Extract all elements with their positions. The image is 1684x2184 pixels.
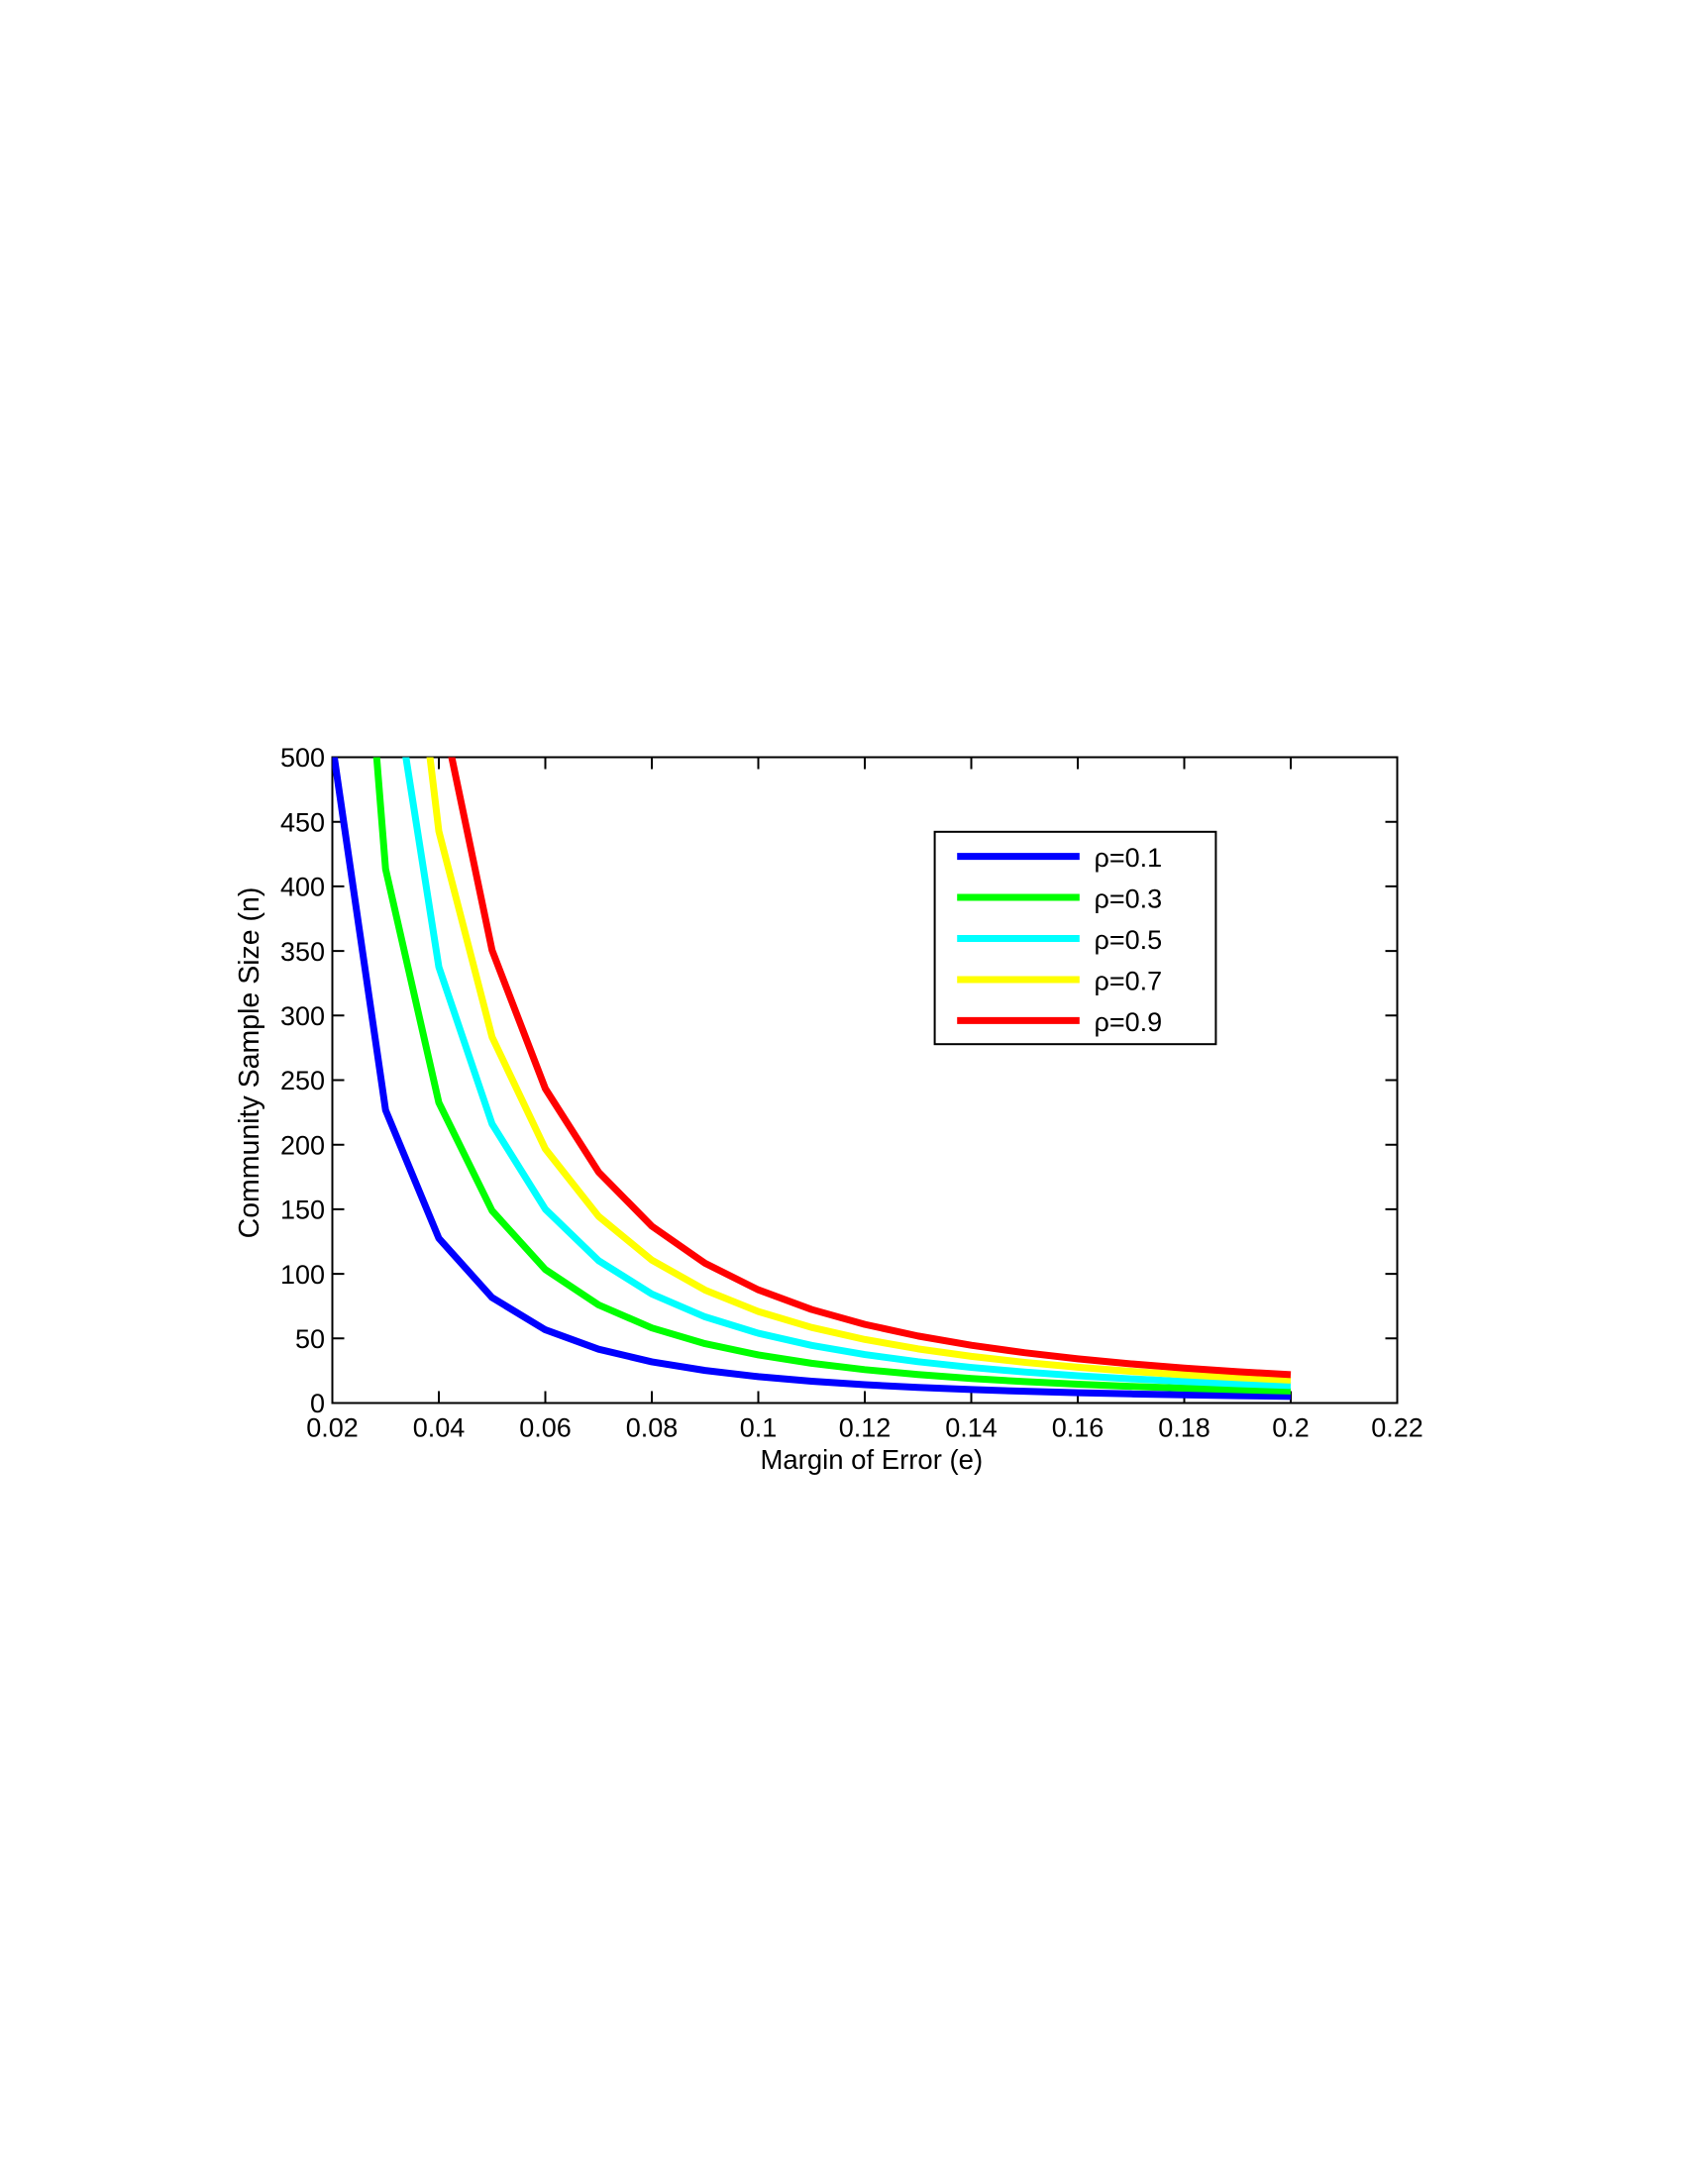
- svg-text:400: 400: [280, 873, 325, 902]
- svg-text:0.04: 0.04: [413, 1413, 466, 1443]
- svg-text:0.14: 0.14: [945, 1413, 998, 1443]
- svg-text:0.22: 0.22: [1371, 1413, 1423, 1443]
- svg-text:0.12: 0.12: [839, 1413, 892, 1443]
- svg-text:0.2: 0.2: [1272, 1413, 1310, 1443]
- svg-text:ρ=0.1: ρ=0.1: [1095, 843, 1163, 873]
- svg-text:0.06: 0.06: [519, 1413, 572, 1443]
- svg-text:0.16: 0.16: [1052, 1413, 1105, 1443]
- svg-text:Community Sample Size (n): Community Sample Size (n): [234, 887, 265, 1239]
- svg-text:450: 450: [280, 807, 325, 837]
- svg-text:0: 0: [310, 1389, 325, 1418]
- svg-text:ρ=0.3: ρ=0.3: [1095, 884, 1163, 914]
- svg-text:0.08: 0.08: [626, 1413, 679, 1443]
- svg-text:150: 150: [280, 1196, 325, 1225]
- svg-text:200: 200: [280, 1130, 325, 1160]
- svg-text:300: 300: [280, 1001, 325, 1031]
- svg-text:ρ=0.9: ρ=0.9: [1095, 1007, 1163, 1037]
- svg-text:100: 100: [280, 1260, 325, 1290]
- svg-text:0.1: 0.1: [740, 1413, 778, 1443]
- svg-text:ρ=0.7: ρ=0.7: [1095, 967, 1163, 996]
- svg-text:Margin of Error (e): Margin of Error (e): [760, 1444, 983, 1475]
- svg-text:500: 500: [280, 743, 325, 773]
- svg-text:0.18: 0.18: [1158, 1413, 1210, 1443]
- svg-text:50: 50: [295, 1324, 325, 1354]
- svg-text:250: 250: [280, 1066, 325, 1095]
- svg-text:350: 350: [280, 937, 325, 967]
- svg-text:ρ=0.5: ρ=0.5: [1095, 925, 1163, 955]
- svg-text:0.02: 0.02: [306, 1413, 359, 1443]
